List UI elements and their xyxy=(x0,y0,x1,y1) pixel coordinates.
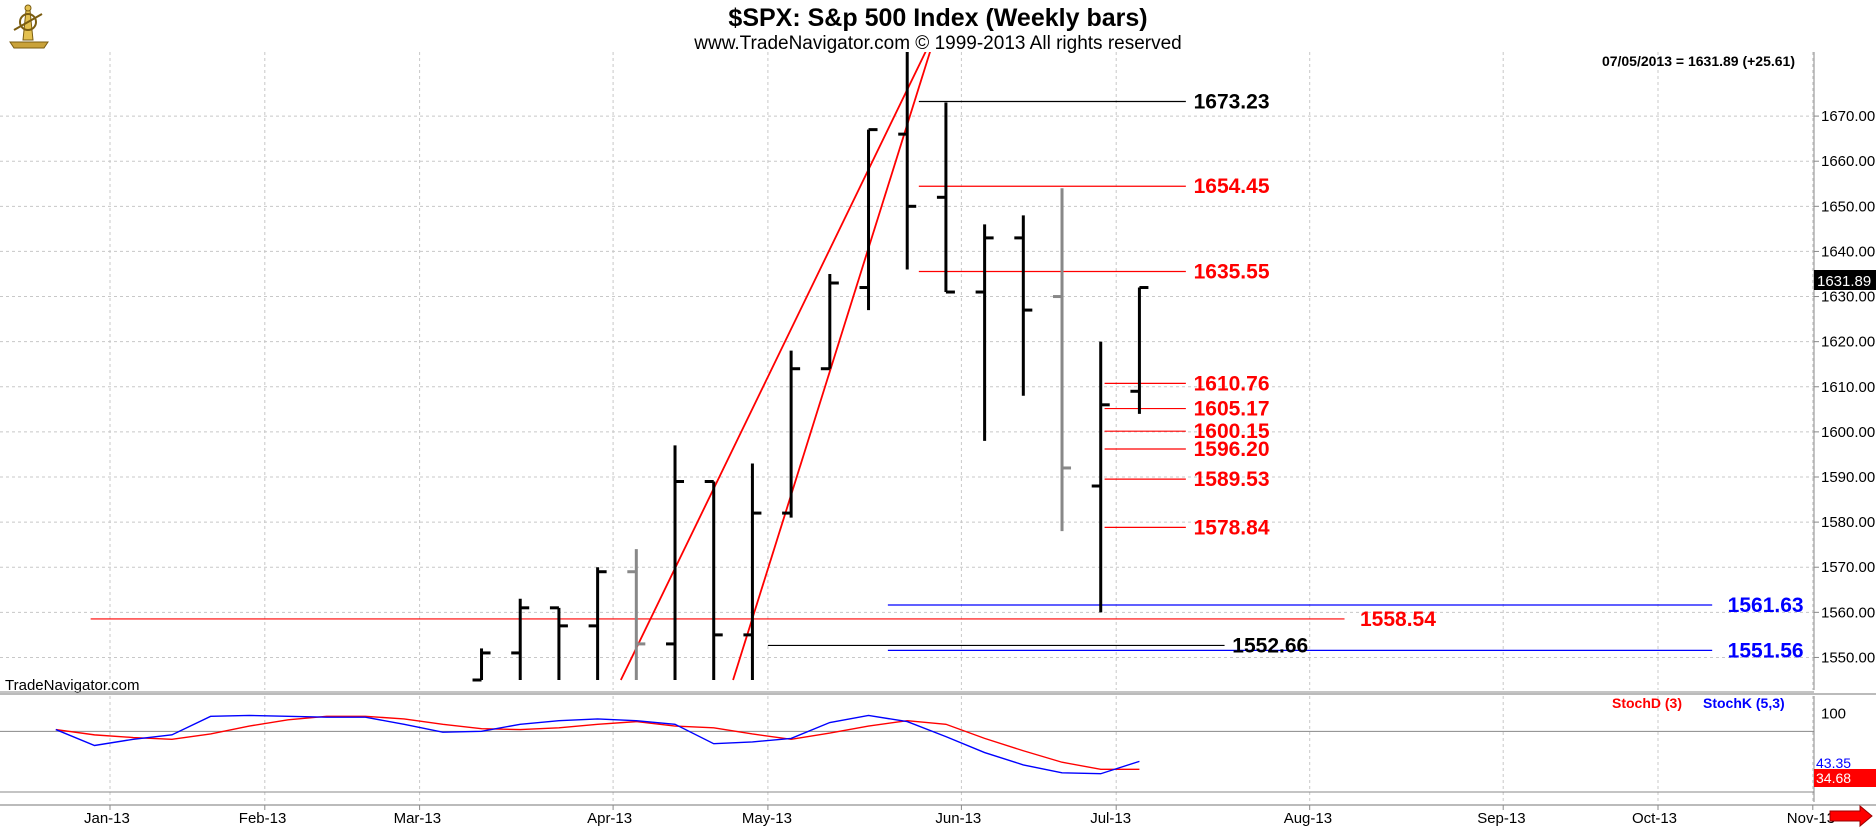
ohlc-bar xyxy=(472,648,491,682)
price-levels xyxy=(90,100,1713,652)
stoch-d-last-marker xyxy=(1814,769,1876,787)
price-tick-label: 1590.00 xyxy=(1821,469,1875,486)
price-level-label: 1654.45 xyxy=(1194,175,1270,198)
date-axis: Jan-13 Feb-13 Mar-13 Apr-13 May-13 Jun-13 Jul-… xyxy=(84,805,1835,827)
stochastic-lines xyxy=(55,714,1140,775)
date-tick-label: Sep-13 xyxy=(1477,810,1525,827)
price-tick-label: 1650.00 xyxy=(1821,198,1875,215)
price-level-label: 1673.23 xyxy=(1194,91,1270,114)
stoch-k-line xyxy=(55,714,1140,775)
date-tick-label: Nov-13 xyxy=(1787,810,1835,827)
price-tick-label: 1630.00 xyxy=(1821,289,1875,306)
price-level-label: 1596.20 xyxy=(1194,438,1270,461)
ohlc-bar xyxy=(588,567,607,680)
ohlc-bar xyxy=(898,52,917,270)
price-tick-label: 1640.00 xyxy=(1821,243,1875,260)
price-level-label: 1605.17 xyxy=(1194,398,1270,421)
date-tick-label: Aug-13 xyxy=(1284,810,1332,827)
price-level-label: 1551.56 xyxy=(1728,639,1804,662)
branding-watermark: TradeNavigator.com xyxy=(5,677,140,694)
ohlc-bar xyxy=(936,102,955,294)
ohlc-bar xyxy=(627,549,646,680)
price-level-label: 1558.54 xyxy=(1360,608,1436,631)
ohlc-bar xyxy=(743,463,762,680)
price-level-label: 1561.63 xyxy=(1728,594,1804,617)
ohlc-bar xyxy=(820,273,839,371)
price-level-label: 1552.66 xyxy=(1232,634,1308,657)
price-tick-label: 1570.00 xyxy=(1821,559,1875,576)
ohlc-bar xyxy=(1091,341,1110,613)
scroll-right-arrow-icon[interactable] xyxy=(1829,804,1873,828)
ohlc-bar xyxy=(859,128,878,311)
ohlc-bar xyxy=(1014,215,1033,396)
price-tick-label: 1620.00 xyxy=(1821,334,1875,351)
price-tick-label: 1670.00 xyxy=(1821,108,1875,125)
date-tick-label: Jul-13 xyxy=(1090,810,1131,827)
ohlc-bar xyxy=(1130,286,1149,414)
stochastic-tick-label: 100 xyxy=(1821,706,1846,723)
stochastic-legend-entry: StochD (3) xyxy=(1612,695,1682,711)
price-level-label: 1600.15 xyxy=(1194,420,1270,443)
ohlc-bar xyxy=(975,224,994,441)
stochastic-legend: StochD (3) StochK (5,3) xyxy=(1612,695,1785,711)
price-axis: 1550.00 1560.00 1570.00 1580.00 1590.00 1600.… xyxy=(1814,108,1875,666)
ohlc-bar xyxy=(511,598,530,680)
price-tick-label: 1580.00 xyxy=(1821,514,1875,531)
date-tick-label: Jan-13 xyxy=(84,810,130,827)
trade-navigator-logo xyxy=(6,4,52,50)
price-tick-label: 1560.00 xyxy=(1821,604,1875,621)
ohlc-bar xyxy=(666,445,685,680)
price-level-label: 1589.53 xyxy=(1194,468,1270,491)
last-price-label: 1631.89 xyxy=(1817,273,1871,290)
ohlc-bar xyxy=(549,606,568,680)
date-tick-label: Apr-13 xyxy=(587,810,632,827)
price-level-label: 1578.84 xyxy=(1194,516,1270,539)
date-tick-label: May-13 xyxy=(742,810,792,827)
price-tick-label: 1550.00 xyxy=(1821,649,1875,666)
date-tick-label: Mar-13 xyxy=(394,810,442,827)
date-tick-label: Jun-13 xyxy=(935,810,981,827)
ohlc-bar xyxy=(704,480,723,680)
last-price-marker: 1631.89 xyxy=(1814,270,1876,290)
price-level-label: 1635.55 xyxy=(1194,261,1270,284)
chart-subtitle: www.TradeNavigator.com © 1999-2013 All r… xyxy=(693,33,1181,54)
stoch-k-last-label: 43.35 xyxy=(1816,755,1851,771)
price-tick-label: 1600.00 xyxy=(1821,424,1875,441)
ohlc-bar xyxy=(782,350,801,518)
price-level-labels: 1673.23 1654.45 1635.55 1610.76 1605.171600.… xyxy=(1194,91,1804,663)
stoch-d-last-label: 34.68 xyxy=(1816,770,1851,786)
date-tick-label: Feb-13 xyxy=(239,810,287,827)
price-bars xyxy=(472,52,1149,682)
stoch-d-line xyxy=(55,715,1140,771)
price-tick-label: 1660.00 xyxy=(1821,153,1875,170)
price-tick-label: 1610.00 xyxy=(1821,379,1875,396)
ohlc-bar xyxy=(1053,188,1072,532)
stochastic-axis: 100 xyxy=(1821,706,1846,723)
chart-title: $SPX: S&p 500 Index (Weekly bars) xyxy=(728,4,1147,32)
last-quote-readout: 07/05/2013 = 1631.89 (+25.61) xyxy=(1602,53,1795,69)
date-tick-label: Oct-13 xyxy=(1632,810,1677,827)
price-level-label: 1610.76 xyxy=(1194,372,1270,395)
stochastic-legend-entry: StochK (5,3) xyxy=(1703,695,1785,711)
